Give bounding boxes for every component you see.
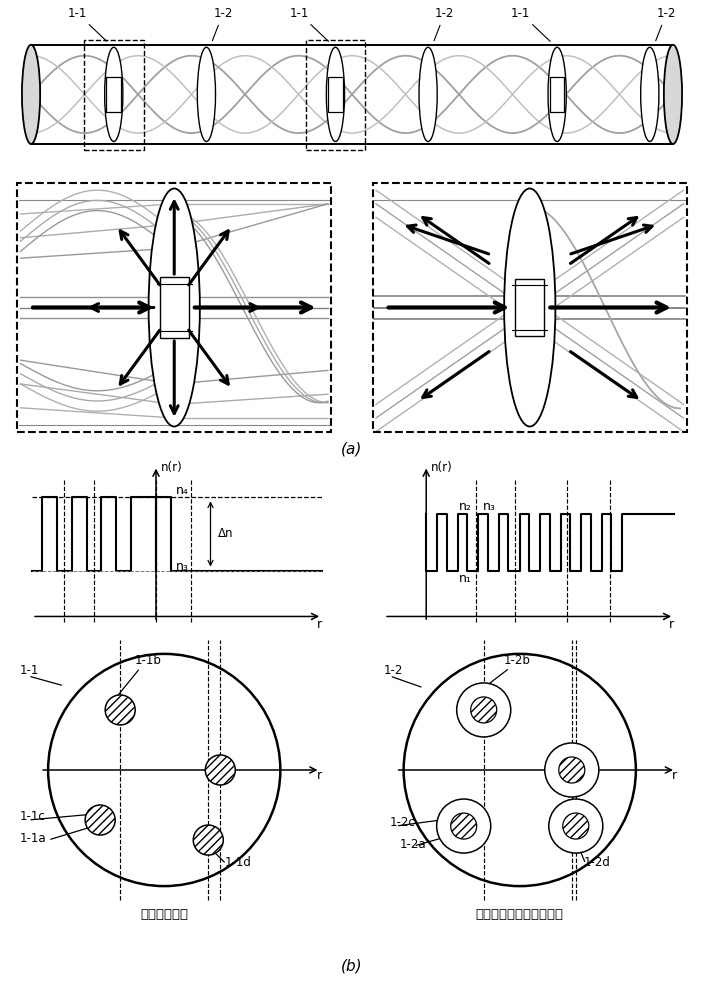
Text: 1-1b: 1-1b (134, 654, 161, 667)
Ellipse shape (22, 45, 40, 144)
Bar (550, 77, 565, 112)
Text: r: r (317, 618, 322, 631)
Text: 螺旋氟化物包层四芯光纤: 螺旋氟化物包层四芯光纤 (476, 908, 564, 921)
Text: n₁: n₁ (458, 572, 471, 585)
Text: 1-2d: 1-2d (584, 856, 610, 869)
Text: 螺旋四芯光纤: 螺旋四芯光纤 (140, 908, 188, 921)
Circle shape (105, 695, 135, 725)
Bar (160, 277, 189, 338)
Circle shape (549, 799, 603, 853)
Text: (b): (b) (341, 958, 363, 974)
Text: (a): (a) (341, 442, 363, 456)
Text: n₃: n₃ (483, 500, 496, 513)
Bar (515, 279, 544, 336)
Text: 1-2: 1-2 (434, 7, 454, 41)
Text: n₂: n₂ (458, 500, 471, 513)
Text: 1-2a: 1-2a (400, 838, 426, 851)
Text: 1-2c: 1-2c (389, 816, 415, 829)
Bar (306, 40, 365, 150)
Ellipse shape (664, 45, 682, 144)
Text: r: r (672, 769, 677, 782)
Ellipse shape (197, 47, 215, 142)
Bar (84, 40, 144, 150)
Text: r: r (316, 769, 322, 782)
Text: r: r (669, 618, 674, 631)
Text: 1-1: 1-1 (20, 664, 39, 677)
Bar (328, 77, 343, 112)
Ellipse shape (327, 47, 344, 142)
Text: 1-2: 1-2 (213, 7, 232, 41)
Text: 1-2: 1-2 (384, 664, 403, 677)
Text: n(r): n(r) (161, 461, 182, 474)
Text: n₄: n₄ (176, 484, 189, 497)
Ellipse shape (548, 47, 566, 142)
Text: 1-2: 1-2 (655, 7, 676, 41)
Ellipse shape (105, 47, 123, 142)
Bar (106, 77, 121, 112)
Text: 1-1a: 1-1a (20, 832, 46, 845)
Text: 1-1: 1-1 (511, 7, 550, 41)
Circle shape (206, 755, 235, 785)
Text: 1-1: 1-1 (289, 7, 329, 41)
Text: 1-1: 1-1 (68, 7, 107, 41)
Circle shape (85, 805, 115, 835)
Circle shape (545, 743, 599, 797)
Circle shape (436, 799, 491, 853)
Text: 1-1d: 1-1d (225, 856, 251, 869)
Circle shape (194, 825, 223, 855)
Ellipse shape (504, 188, 555, 426)
Ellipse shape (641, 47, 659, 142)
Ellipse shape (419, 47, 437, 142)
Text: Δn: Δn (218, 527, 234, 540)
Text: 1-2b: 1-2b (504, 654, 531, 667)
Text: 1-1c: 1-1c (20, 810, 46, 823)
Ellipse shape (149, 188, 200, 426)
Text: n₃: n₃ (176, 560, 189, 573)
Text: n(r): n(r) (431, 461, 453, 474)
Circle shape (457, 683, 510, 737)
